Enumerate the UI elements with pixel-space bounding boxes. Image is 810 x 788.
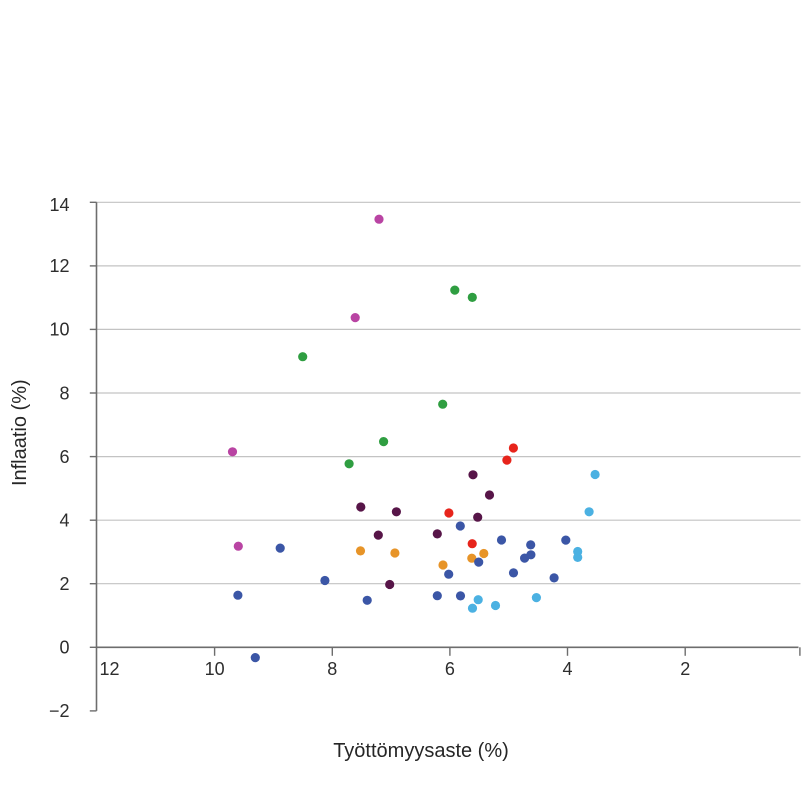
- svg-text:4: 4: [562, 659, 572, 679]
- svg-text:14: 14: [49, 195, 69, 215]
- svg-text:2: 2: [59, 574, 69, 594]
- svg-text:6: 6: [445, 659, 455, 679]
- svg-text:Inflaatio (%): Inflaatio (%): [9, 379, 31, 486]
- svg-text:6: 6: [59, 447, 69, 467]
- svg-text:Työttömyysaste (%): Työttömyysaste (%): [333, 740, 509, 762]
- svg-text:12: 12: [100, 659, 120, 679]
- svg-text:10: 10: [49, 320, 69, 340]
- svg-text:12: 12: [49, 256, 69, 276]
- svg-text:8: 8: [327, 659, 337, 679]
- svg-text:−2: −2: [49, 701, 70, 721]
- svg-text:2: 2: [680, 659, 690, 679]
- svg-text:10: 10: [205, 659, 225, 679]
- svg-text:4: 4: [59, 511, 69, 531]
- svg-text:8: 8: [59, 383, 69, 403]
- svg-text:0: 0: [59, 638, 69, 658]
